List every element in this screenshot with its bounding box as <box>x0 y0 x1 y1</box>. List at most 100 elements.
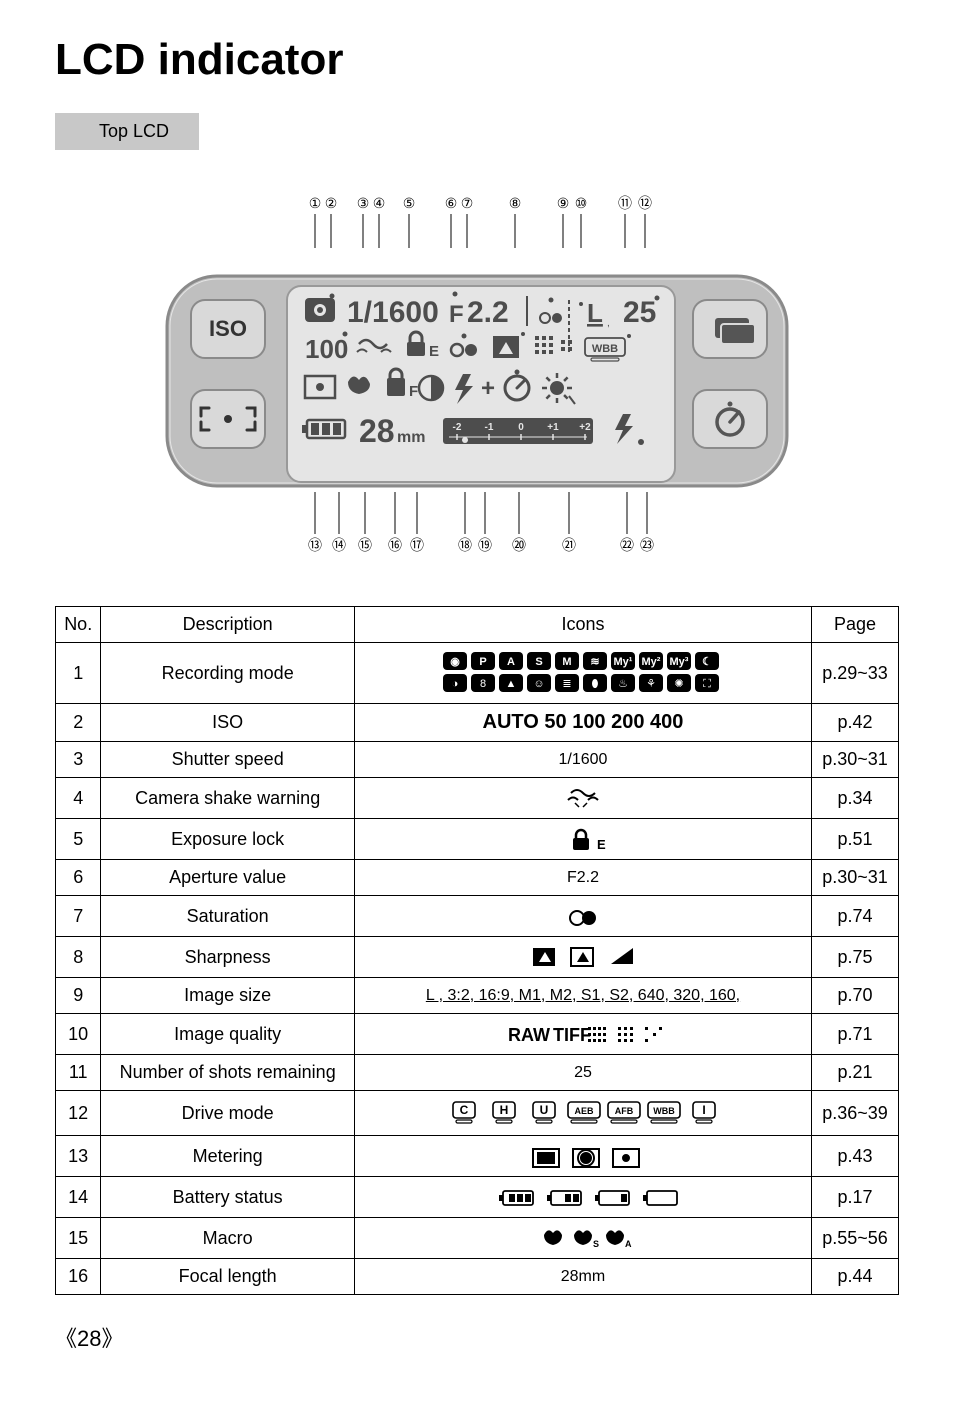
table-row: 11 Number of shots remaining 25 p.21 <box>56 1055 899 1091</box>
svg-text:RAW: RAW <box>508 1025 550 1045</box>
table-row: 4 Camera shake warning p.34 <box>56 778 899 819</box>
svg-text:100: 100 <box>305 334 348 364</box>
svg-text:My³: My³ <box>669 656 688 668</box>
svg-text:✺: ✺ <box>674 678 683 690</box>
svg-text:㉒: ㉒ <box>620 537 634 553</box>
cell-icons <box>354 778 811 819</box>
cell-icons: ◉PASM≋My¹My²My³☾◑8▲☺≣⬮♨⚘✺⛶ <box>354 643 811 704</box>
svg-text:⑥: ⑥ <box>445 195 458 211</box>
cell-page: p.75 <box>812 937 899 978</box>
cell-desc: Image size <box>101 978 355 1014</box>
cell-page: p.71 <box>812 1014 899 1055</box>
cell-desc: Aperture value <box>101 860 355 896</box>
svg-text:8: 8 <box>480 678 486 690</box>
table-row: 2 ISO AUTO 50 100 200 400 p.42 <box>56 704 899 742</box>
svg-text:My¹: My¹ <box>613 656 632 668</box>
svg-text:P: P <box>479 656 486 668</box>
cell-desc: Camera shake warning <box>101 778 355 819</box>
svg-text:⑱: ⑱ <box>458 537 472 553</box>
cell-desc: Battery status <box>101 1177 355 1218</box>
table-row: 7 Saturation p.74 <box>56 896 899 937</box>
table-row: 12 Drive mode C H U AEB AFB WBB <box>56 1091 899 1136</box>
cell-page: p.44 <box>812 1259 899 1295</box>
cell-page: p.70 <box>812 978 899 1014</box>
cell-desc: Exposure lock <box>101 819 355 860</box>
cell-page: p.17 <box>812 1177 899 1218</box>
svg-text:-1: -1 <box>485 422 494 433</box>
svg-text:-2: -2 <box>453 422 462 433</box>
cell-icons: 28mm <box>354 1259 811 1295</box>
svg-text:mm: mm <box>397 429 425 446</box>
svg-text:H: H <box>500 1103 509 1117</box>
lcd-table: No. Description Icons Page 1 Recording m… <box>55 606 899 1295</box>
cell-no: 6 <box>56 860 101 896</box>
col-no: No. <box>56 607 101 643</box>
svg-text:⑨: ⑨ <box>557 195 570 211</box>
svg-text:+2: +2 <box>579 422 591 433</box>
cell-desc: Macro <box>101 1218 355 1259</box>
cell-page: p.36~39 <box>812 1091 899 1136</box>
cell-no: 4 <box>56 778 101 819</box>
cell-no: 12 <box>56 1091 101 1136</box>
table-row: 5 Exposure lock E p.51 <box>56 819 899 860</box>
svg-text:1/1600: 1/1600 <box>347 296 439 329</box>
svg-text:A: A <box>625 1239 632 1249</box>
cell-no: 3 <box>56 742 101 778</box>
cell-page: p.55~56 <box>812 1218 899 1259</box>
cell-page: p.29~33 <box>812 643 899 704</box>
cell-icons: L , 3:2, 16:9, M1, M2, S1, S2, 640, 320,… <box>354 978 811 1014</box>
cell-icons: F2.2 <box>354 860 811 896</box>
svg-text:♨: ♨ <box>618 678 628 690</box>
svg-text:⑭: ⑭ <box>332 537 346 553</box>
svg-text:㉑: ㉑ <box>562 537 576 553</box>
svg-text:◉: ◉ <box>450 656 460 668</box>
table-row: 9 Image size L , 3:2, 16:9, M1, M2, S1, … <box>56 978 899 1014</box>
cell-desc: Drive mode <box>101 1091 355 1136</box>
cell-desc: Focal length <box>101 1259 355 1295</box>
table-row: 13 Metering p.43 <box>56 1136 899 1177</box>
table-row: 15 Macro S A p.55~56 <box>56 1218 899 1259</box>
col-icons: Icons <box>354 607 811 643</box>
cell-desc: Recording mode <box>101 643 355 704</box>
svg-text:+: + <box>481 375 495 402</box>
svg-text:+1: +1 <box>547 422 559 433</box>
cell-page: p.30~31 <box>812 860 899 896</box>
svg-text:⑩: ⑩ <box>575 195 588 211</box>
cell-desc: Number of shots remaining <box>101 1055 355 1091</box>
cell-icons: AUTO 50 100 200 400 <box>354 704 811 742</box>
svg-text:U: U <box>540 1103 549 1117</box>
table-row: 8 Sharpness p.75 <box>56 937 899 978</box>
svg-text:①: ① <box>309 195 322 211</box>
cell-icons: 1/1600 <box>354 742 811 778</box>
svg-text:2.2: 2.2 <box>467 296 509 329</box>
cell-icons <box>354 896 811 937</box>
cell-icons <box>354 1177 811 1218</box>
svg-text:⑰: ⑰ <box>410 537 424 553</box>
col-desc: Description <box>101 607 355 643</box>
page-title: LCD indicator <box>55 35 899 85</box>
cell-page: p.74 <box>812 896 899 937</box>
cell-no: 8 <box>56 937 101 978</box>
cell-desc: Image quality <box>101 1014 355 1055</box>
cell-desc: Metering <box>101 1136 355 1177</box>
page-number: 《28》 <box>55 1321 899 1353</box>
cell-page: p.43 <box>812 1136 899 1177</box>
svg-text:⑫: ⑫ <box>638 195 652 211</box>
svg-text:E: E <box>429 343 439 360</box>
svg-text:◑: ◑ <box>452 678 459 690</box>
svg-text:③: ③ <box>357 195 370 211</box>
svg-text:☺: ☺ <box>533 678 544 690</box>
svg-text:☾: ☾ <box>702 656 712 668</box>
cell-page: p.21 <box>812 1055 899 1091</box>
svg-text:▲: ▲ <box>506 678 517 690</box>
cell-page: p.51 <box>812 819 899 860</box>
svg-text:ISO: ISO <box>209 316 247 341</box>
cell-page: p.34 <box>812 778 899 819</box>
cell-desc: Saturation <box>101 896 355 937</box>
cell-no: 10 <box>56 1014 101 1055</box>
subhead-bar: Top LCD <box>55 113 899 150</box>
svg-text:My²: My² <box>641 656 660 668</box>
svg-text:⑯: ⑯ <box>388 537 402 553</box>
svg-text:⚘: ⚘ <box>646 678 656 690</box>
svg-text:C: C <box>460 1103 469 1117</box>
